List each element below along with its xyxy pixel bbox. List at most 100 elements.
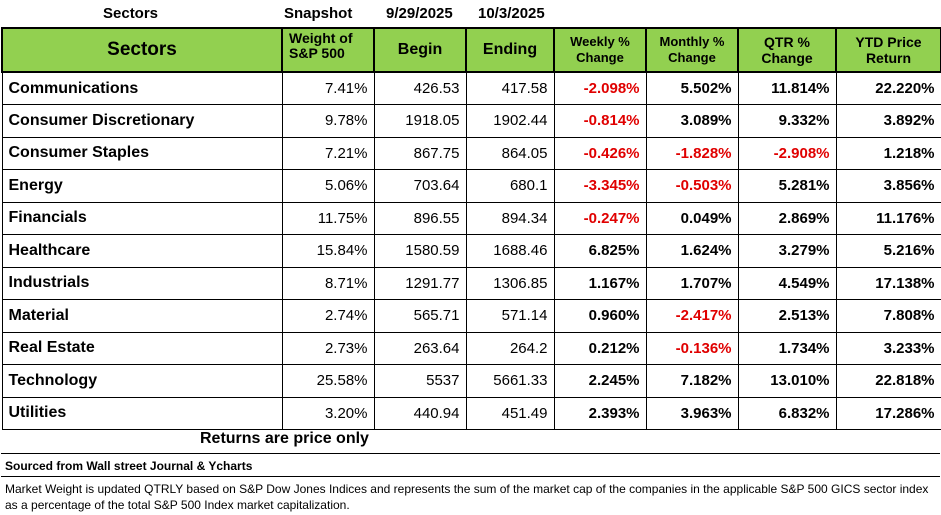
weekly-change-cell: 0.960% (553, 299, 647, 333)
monthly-change-cell: 1.707% (645, 266, 739, 300)
monthly-change-cell: 3.089% (645, 104, 739, 138)
sector-name: Material (1, 299, 283, 333)
snapshot-label: Snapshot (284, 5, 353, 22)
header-ending: Ending (465, 27, 555, 73)
date-end: 10/3/2025 (478, 5, 545, 22)
monthly-change-cell: -0.136% (645, 331, 739, 365)
weight-cell: 3.20% (281, 396, 375, 430)
top-title: Sectors (103, 5, 159, 22)
ending-cell: 680.1 (465, 169, 555, 203)
qtr-change-cell: 11.814% (737, 71, 837, 105)
ytd-return-cell: 22.220% (835, 71, 941, 105)
ytd-return-cell: 5.216% (835, 234, 941, 268)
header-weekly-change: Weekly % Change (553, 27, 647, 73)
table-row: Real Estate 2.73% 263.64 264.2 0.212% -0.136%… (1, 331, 941, 365)
begin-cell: 426.53 (373, 71, 467, 105)
ytd-return-cell: 3.892% (835, 104, 941, 138)
header-monthly-change: Monthly % Change (645, 27, 739, 73)
sector-name: Industrials (1, 266, 283, 300)
monthly-change-cell: -0.503% (645, 169, 739, 203)
table-row: Consumer Staples 7.21% 867.75 864.05 -0.426%… (1, 136, 941, 170)
table-row: Energy 5.06% 703.64 680.1 -3.345% -0.503% 5.28… (1, 169, 941, 203)
table-row: Industrials 8.71% 1291.77 1306.85 1.167% 1.70… (1, 266, 941, 300)
table-row: Utilities 3.20% 440.94 451.49 2.393% 3.963% 6.… (1, 396, 941, 430)
begin-cell: 1291.77 (373, 266, 467, 300)
header-begin: Begin (373, 27, 467, 73)
qtr-change-cell: -2.908% (737, 136, 837, 170)
weight-cell: 2.74% (281, 299, 375, 333)
weight-cell: 15.84% (281, 234, 375, 268)
sector-name: Healthcare (1, 234, 283, 268)
table-row: Consumer Discretionary 9.78% 1918.05 1902.4… (1, 104, 941, 138)
table-row: Technology 25.58% 5537 5661.33 2.245% 7.182% 1… (1, 364, 941, 398)
weekly-change-cell: 0.212% (553, 331, 647, 365)
ending-cell: 571.14 (465, 299, 555, 333)
sector-name: Financials (1, 201, 283, 235)
weight-cell: 8.71% (281, 266, 375, 300)
weekly-change-cell: -0.814% (553, 104, 647, 138)
ytd-return-cell: 22.818% (835, 364, 941, 398)
weekly-change-cell: 2.245% (553, 364, 647, 398)
table-row: Communications 7.41% 426.53 417.58 -2.098% 5.… (1, 71, 941, 105)
monthly-change-cell: -1.828% (645, 136, 739, 170)
qtr-change-cell: 2.513% (737, 299, 837, 333)
source-note: Sourced from Wall street Journal & Ychar… (5, 459, 253, 473)
begin-cell: 896.55 (373, 201, 467, 235)
table-row: Financials 11.75% 896.55 894.34 -0.247% 0.049… (1, 201, 941, 235)
table-row: Healthcare 15.84% 1580.59 1688.46 6.825% 1.62… (1, 234, 941, 268)
weight-cell: 2.73% (281, 331, 375, 365)
monthly-change-cell: 5.502% (645, 71, 739, 105)
sector-name: Real Estate (1, 331, 283, 365)
ending-cell: 1902.44 (465, 104, 555, 138)
weight-cell: 11.75% (281, 201, 375, 235)
sector-name: Energy (1, 169, 283, 203)
sector-name: Consumer Discretionary (1, 104, 283, 138)
weekly-change-cell: 2.393% (553, 396, 647, 430)
begin-cell: 867.75 (373, 136, 467, 170)
weekly-change-cell: 1.167% (553, 266, 647, 300)
begin-cell: 1580.59 (373, 234, 467, 268)
sector-name: Communications (1, 71, 283, 105)
monthly-change-cell: 1.624% (645, 234, 739, 268)
sectors-table: Sectors Weight of S&P 500 Begin Ending W… (1, 27, 941, 430)
header-sectors: Sectors (1, 27, 283, 73)
ending-cell: 864.05 (465, 136, 555, 170)
qtr-change-cell: 5.281% (737, 169, 837, 203)
ending-cell: 451.49 (465, 396, 555, 430)
ytd-return-cell: 7.808% (835, 299, 941, 333)
qtr-change-cell: 6.832% (737, 396, 837, 430)
weekly-change-cell: -0.426% (553, 136, 647, 170)
ytd-return-cell: 11.176% (835, 201, 941, 235)
weekly-change-cell: 6.825% (553, 234, 647, 268)
begin-cell: 565.71 (373, 299, 467, 333)
begin-cell: 5537 (373, 364, 467, 398)
header-row: Sectors Weight of S&P 500 Begin Ending W… (1, 27, 941, 73)
market-weight-footnote: Market Weight is updated QTRLY based on … (5, 482, 929, 512)
date-begin: 9/29/2025 (386, 5, 453, 22)
monthly-change-cell: 0.049% (645, 201, 739, 235)
weight-cell: 7.21% (281, 136, 375, 170)
ending-cell: 1688.46 (465, 234, 555, 268)
qtr-change-cell: 3.279% (737, 234, 837, 268)
begin-cell: 263.64 (373, 331, 467, 365)
top-header-line: Sectors Snapshot 9/29/2025 10/3/2025 (0, 0, 941, 27)
ending-cell: 417.58 (465, 71, 555, 105)
ending-cell: 894.34 (465, 201, 555, 235)
begin-cell: 440.94 (373, 396, 467, 430)
qtr-change-cell: 2.869% (737, 201, 837, 235)
ending-cell: 5661.33 (465, 364, 555, 398)
weekly-change-cell: -2.098% (553, 71, 647, 105)
qtr-change-cell: 1.734% (737, 331, 837, 365)
source-note-box: Sourced from Wall street Journal & Ychar… (1, 453, 940, 477)
weight-cell: 25.58% (281, 364, 375, 398)
ytd-return-cell: 1.218% (835, 136, 941, 170)
begin-cell: 1918.05 (373, 104, 467, 138)
begin-cell: 703.64 (373, 169, 467, 203)
sector-name: Utilities (1, 396, 283, 430)
sector-name: Consumer Staples (1, 136, 283, 170)
ending-cell: 1306.85 (465, 266, 555, 300)
qtr-change-cell: 9.332% (737, 104, 837, 138)
monthly-change-cell: 3.963% (645, 396, 739, 430)
ytd-return-cell: 3.233% (835, 331, 941, 365)
ytd-return-cell: 17.138% (835, 266, 941, 300)
